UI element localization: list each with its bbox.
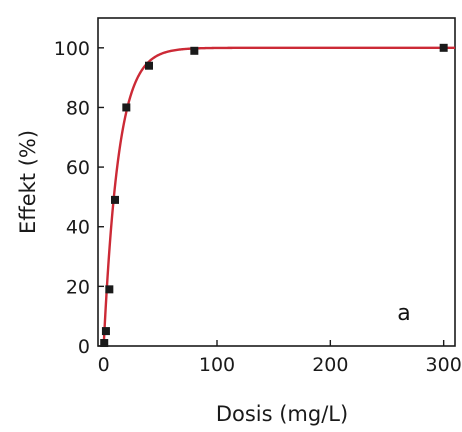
data-point	[190, 46, 199, 55]
fit-curve-line	[102, 46, 455, 346]
y-tick-label: 40	[66, 217, 90, 239]
data-point	[100, 339, 109, 348]
y-tick-label: 80	[66, 97, 90, 119]
y-axis-title: Effekt (%)	[16, 130, 40, 234]
data-point	[145, 61, 153, 70]
data-point	[439, 43, 448, 52]
data-point	[105, 285, 114, 294]
x-tick-label: 100	[199, 354, 235, 376]
x-axis-title: Dosis (mg/L)	[216, 402, 348, 426]
plot-frame	[97, 17, 456, 347]
data-point	[122, 103, 131, 112]
data-point	[111, 195, 119, 204]
data-point	[101, 327, 110, 336]
panel-label: a	[397, 301, 410, 326]
x-tick-label: 200	[312, 354, 348, 376]
plot-layer: 0 20 40 60 80 100 0 100 200 300	[54, 17, 462, 376]
x-tick-label: 0	[98, 354, 110, 376]
y-tick-label: 20	[66, 276, 90, 298]
y-tick-label: 100	[54, 38, 90, 60]
x-tick-label: 300	[426, 354, 462, 376]
y-tick-label: 0	[78, 336, 90, 358]
y-tick-label: 60	[66, 157, 90, 179]
